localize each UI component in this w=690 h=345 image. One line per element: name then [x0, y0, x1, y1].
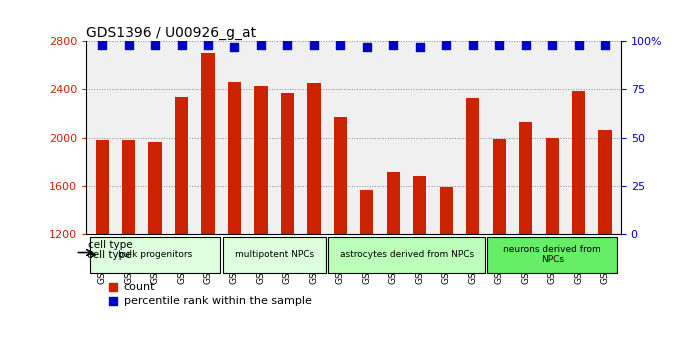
Point — [600, 42, 611, 48]
Text: multipotent NPCs: multipotent NPCs — [235, 250, 314, 259]
Bar — [440, 187, 453, 234]
Point — [202, 42, 213, 48]
Point — [467, 42, 478, 48]
Text: percentile rank within the sample: percentile rank within the sample — [124, 296, 312, 306]
Point — [546, 42, 558, 48]
Bar — [307, 83, 321, 234]
Point — [441, 42, 452, 48]
Bar — [175, 97, 188, 234]
Text: cell type: cell type — [87, 250, 131, 260]
Text: neurons derived from
NPCs: neurons derived from NPCs — [503, 245, 601, 264]
Point — [335, 42, 346, 48]
Point — [494, 42, 505, 48]
Bar — [334, 117, 347, 234]
Bar — [360, 190, 373, 234]
Point — [573, 42, 584, 48]
Bar — [487, 237, 617, 274]
Bar — [519, 122, 532, 234]
Bar — [386, 172, 400, 234]
Point — [97, 42, 108, 48]
Point — [388, 42, 399, 48]
Bar — [201, 53, 215, 234]
Point — [282, 42, 293, 48]
Bar — [122, 140, 135, 234]
Point — [123, 42, 134, 48]
Bar — [148, 142, 161, 234]
Bar — [413, 176, 426, 234]
Text: bulk progenitors: bulk progenitors — [118, 250, 193, 259]
Point — [150, 42, 161, 48]
Point — [108, 284, 119, 289]
Point — [520, 42, 531, 48]
Bar — [572, 91, 585, 234]
Bar — [95, 140, 109, 234]
Text: cell type: cell type — [88, 240, 132, 250]
Text: GDS1396 / U00926_g_at: GDS1396 / U00926_g_at — [86, 26, 257, 40]
Point — [308, 42, 319, 48]
Point — [176, 42, 187, 48]
Point — [229, 45, 240, 50]
Bar — [281, 93, 294, 234]
Text: count: count — [124, 282, 155, 292]
Bar — [255, 86, 268, 234]
Bar — [466, 98, 480, 234]
Point — [414, 45, 425, 50]
Bar — [493, 139, 506, 234]
Point — [108, 298, 119, 304]
Bar — [223, 237, 326, 274]
Point — [362, 45, 373, 50]
Bar — [546, 138, 559, 234]
Bar — [598, 130, 612, 234]
Text: astrocytes derived from NPCs: astrocytes derived from NPCs — [339, 250, 473, 259]
Point — [255, 42, 266, 48]
Bar — [328, 237, 484, 274]
Bar — [228, 82, 241, 234]
Bar — [90, 237, 220, 274]
